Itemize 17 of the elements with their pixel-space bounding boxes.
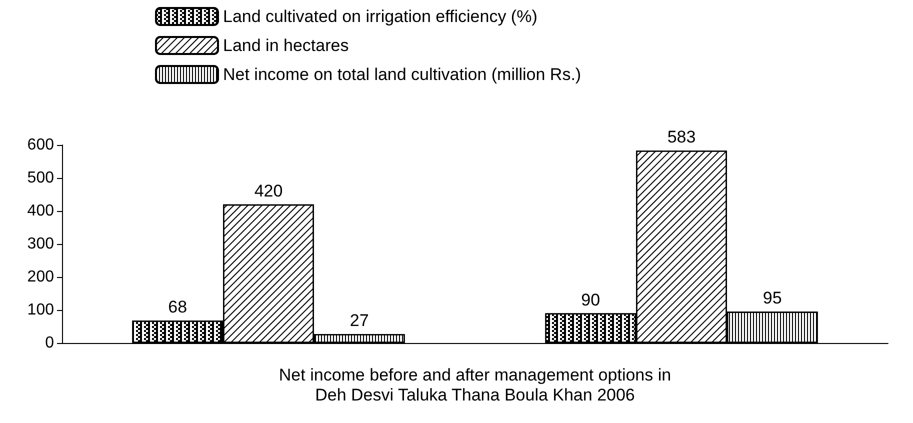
legend-label: Land cultivated on irrigation efficiency (%)	[223, 7, 538, 26]
y-tick-label: 400	[27, 202, 54, 220]
legend-label: Land in hectares	[223, 36, 349, 55]
data-label: 583	[667, 128, 696, 147]
y-tick-label: 500	[27, 170, 54, 186]
y-tick-label: 600	[27, 136, 54, 154]
data-label: 420	[254, 181, 283, 200]
y-tick-label: 100	[27, 302, 54, 318]
x-axis-title: Net income before and after management options in Deh Desvi Taluka Thana Boula Khan 2006	[278, 366, 672, 404]
data-label: 95	[762, 288, 782, 308]
data-label: 68	[168, 298, 188, 317]
data-label: 90	[581, 290, 600, 310]
y-tick-label: 200	[27, 268, 54, 286]
legend-label: Net income on total land cultivation (million Rs.)	[223, 65, 582, 84]
data-label: 27	[350, 311, 369, 330]
y-tick-label: 300	[27, 236, 54, 252]
y-tick-label: 0	[45, 334, 54, 352]
